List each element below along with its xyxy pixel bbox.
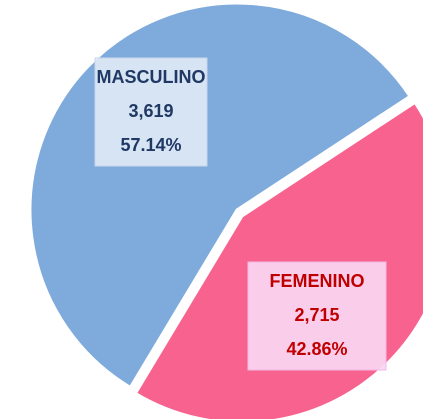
label-box [94,57,208,167]
value-label: 2,715 [294,305,339,325]
label-box [247,261,387,371]
percentage-label: 42.86% [286,339,347,359]
value-label: 3,619 [128,101,173,121]
percentage-label: 57.14% [120,135,181,155]
slice-label: MASCULINO [97,67,206,87]
slice-label: FEMENINO [269,271,364,291]
